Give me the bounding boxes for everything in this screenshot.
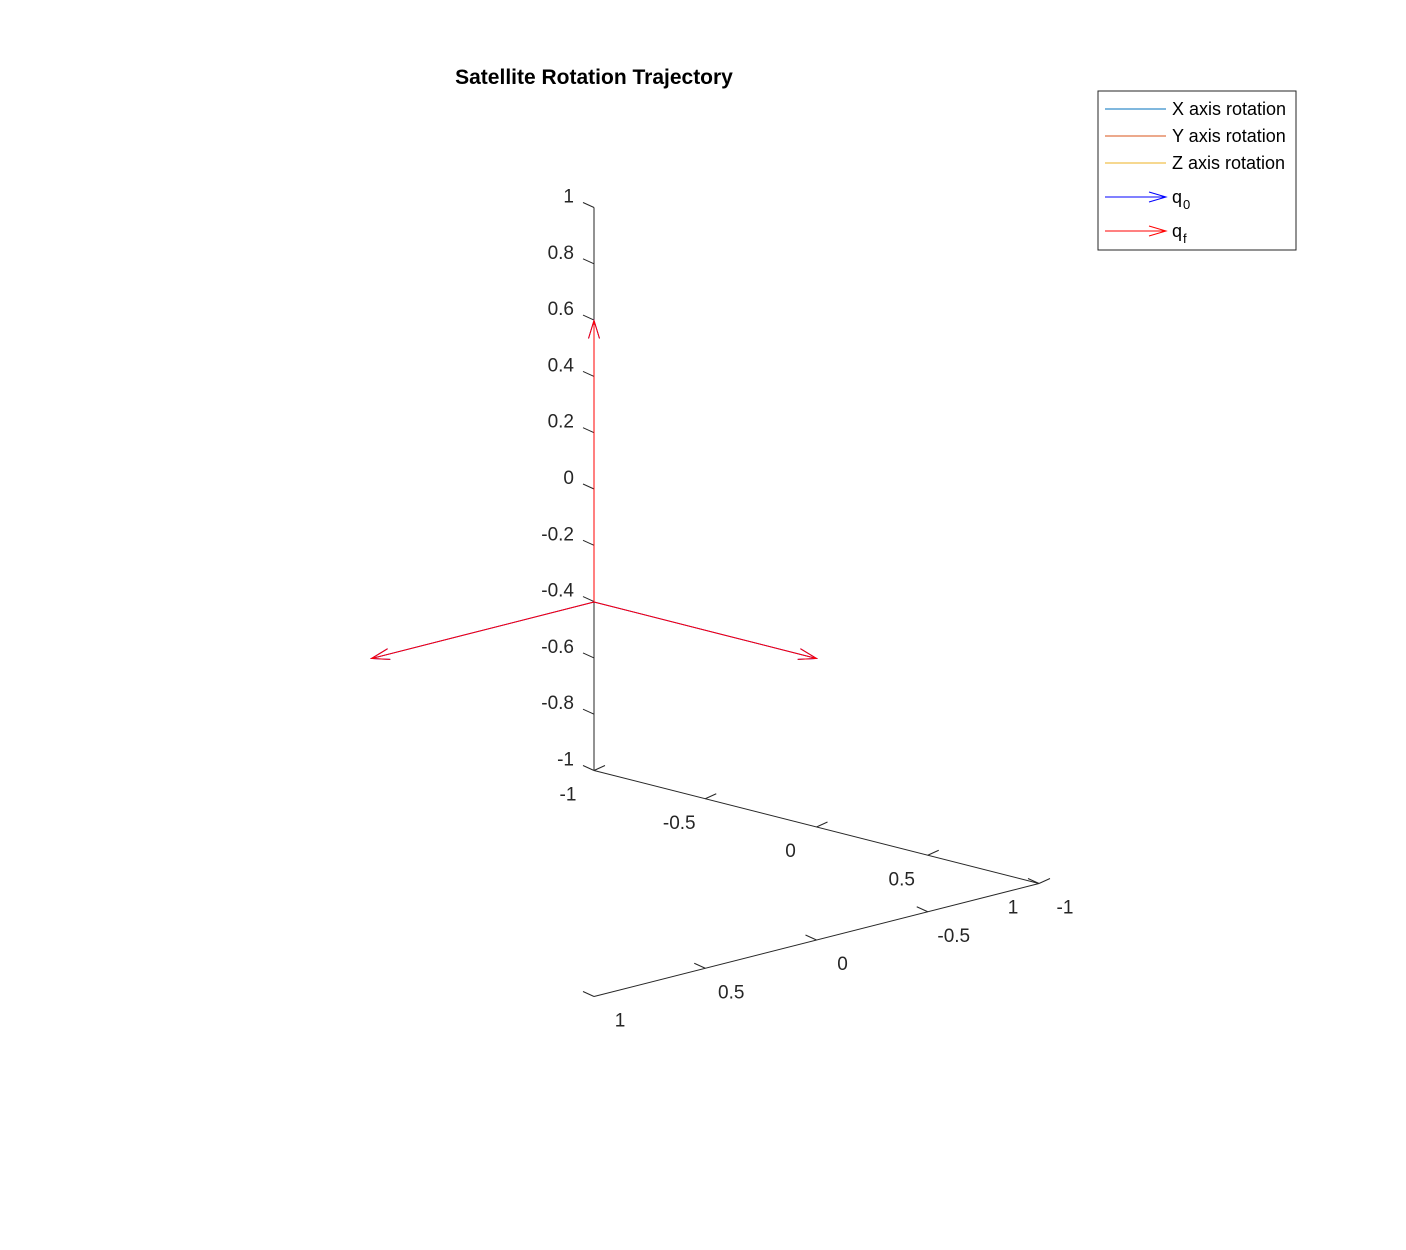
z-tick-label: -0.8 bbox=[541, 693, 574, 714]
legend-label: q0 bbox=[1172, 187, 1190, 212]
z-tick-label: 0 bbox=[563, 468, 574, 489]
legend-label: Y axis rotation bbox=[1172, 126, 1286, 146]
legend-entry[interactable]: Z axis rotation bbox=[1105, 153, 1285, 173]
y-tick-label: 1 bbox=[615, 1011, 626, 1032]
y-tick-label: 0.5 bbox=[718, 982, 744, 1003]
z-tick-mark bbox=[582, 483, 595, 490]
z-tick-label: 0.4 bbox=[548, 355, 575, 376]
z-tick-label: -0.2 bbox=[541, 524, 574, 545]
x-tick-mark bbox=[927, 849, 939, 856]
legend-entry[interactable]: q0 bbox=[1105, 187, 1190, 212]
x-tick-label: 1 bbox=[1008, 898, 1019, 919]
z-tick-label: 0.2 bbox=[548, 412, 574, 433]
z-tick-label: -0.4 bbox=[541, 581, 574, 602]
legend-label: qf bbox=[1172, 221, 1187, 246]
z-tick-mark bbox=[582, 765, 595, 771]
z-tick-label: 0.8 bbox=[548, 243, 574, 264]
y-tick-mark bbox=[805, 934, 817, 941]
z-tick-mark bbox=[582, 314, 595, 321]
y-tick-mark bbox=[694, 962, 706, 969]
z-tick-mark bbox=[582, 708, 595, 715]
x-tick-label: 0 bbox=[785, 841, 796, 862]
x-tick-mark bbox=[1038, 878, 1051, 884]
legend-arrowhead bbox=[1148, 191, 1168, 203]
chart-title: Satellite Rotation Trajectory bbox=[455, 66, 733, 89]
z-tick-mark bbox=[582, 370, 595, 377]
x-tick-mark bbox=[593, 765, 606, 771]
z-tick-label: 1 bbox=[563, 187, 574, 208]
y-tick-mark bbox=[582, 991, 595, 997]
z-tick-mark bbox=[582, 427, 595, 434]
legend-arrowhead bbox=[1148, 225, 1168, 237]
y-tick-label: -1 bbox=[1057, 898, 1074, 919]
legend-entry[interactable]: X axis rotation bbox=[1105, 99, 1286, 119]
z-tick-mark bbox=[582, 202, 595, 208]
axes: -1 -0.5 0 0.5 1 -1 -0.5 0 0.5 1 -1 -0.8 -0.6 -0.4 -0.2… bbox=[541, 187, 1073, 1032]
quiver-arrows bbox=[369, 318, 819, 660]
x-tick-mark bbox=[705, 793, 717, 800]
legend-entry[interactable]: Y axis rotation bbox=[1105, 126, 1286, 146]
legend-label: X axis rotation bbox=[1172, 99, 1286, 119]
legend-label: Z axis rotation bbox=[1172, 153, 1285, 173]
y-tick-label: 0 bbox=[837, 954, 848, 975]
legend-box bbox=[1097, 90, 1297, 251]
z-tick-mark bbox=[582, 258, 595, 265]
x-tick-mark bbox=[816, 821, 828, 828]
z-tick-label: -0.6 bbox=[541, 637, 574, 658]
y-tick-label: -0.5 bbox=[937, 926, 970, 947]
z-tick-label: -1 bbox=[557, 750, 574, 771]
quiver-arrow-qf-1 bbox=[369, 601, 595, 660]
legend[interactable]: X axis rotation Y axis rotation Z axis rot… bbox=[1097, 90, 1297, 251]
y-tick-mark bbox=[1027, 878, 1040, 884]
y-tick-mark bbox=[916, 906, 928, 913]
z-tick-mark bbox=[582, 596, 595, 603]
quiver-arrow-qf-2 bbox=[588, 318, 600, 602]
x-tick-label: -1 bbox=[560, 785, 577, 806]
quiver-arrow-qf-0 bbox=[593, 601, 819, 660]
x-tick-label: -0.5 bbox=[663, 813, 696, 834]
x-tick-label: 0.5 bbox=[889, 869, 915, 890]
z-tick-label: 0.6 bbox=[548, 299, 574, 320]
z-tick-mark bbox=[582, 539, 595, 546]
z-tick-mark bbox=[582, 652, 595, 659]
legend-entry[interactable]: qf bbox=[1105, 221, 1187, 246]
